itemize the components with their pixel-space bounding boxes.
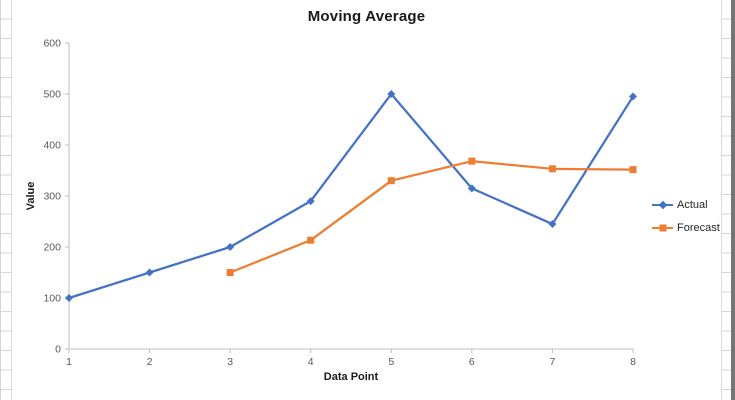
square-marker-icon: [659, 224, 666, 231]
forecast-data-point-marker[interactable]: [468, 157, 476, 165]
chart-object[interactable]: Moving Average 0 100 200 300 400 500 600 1 2 3 4 5 6…: [11, 0, 722, 400]
diamond-marker-icon: [658, 200, 667, 209]
x-axis-tick-label: 7: [550, 356, 556, 368]
actual-series-line[interactable]: [67, 92, 635, 300]
forecast-data-point-marker[interactable]: [548, 165, 556, 173]
spreadsheet-cells-left[interactable]: [0, 0, 11, 400]
actual-data-point-marker[interactable]: [226, 243, 235, 251]
y-axis-tick-label: 300: [43, 191, 61, 203]
x-axis-title[interactable]: Data Point: [323, 371, 379, 383]
y-axis-tick-label: 100: [43, 293, 61, 305]
actual-data-point-marker[interactable]: [65, 294, 73, 302]
y-axis-tick-label: 500: [43, 89, 61, 101]
legend-item-actual[interactable]: Actual: [652, 198, 720, 211]
y-axis-tick-label: 400: [43, 140, 61, 152]
forecast-data-point-marker[interactable]: [387, 177, 395, 185]
actual-data-point-marker[interactable]: [306, 197, 315, 206]
x-axis-tick-label: 6: [469, 356, 475, 368]
x-axis-tick-label: 4: [308, 356, 314, 368]
x-axis-tick-label: 8: [630, 356, 636, 368]
forecast-series-swatch: [652, 224, 673, 231]
legend-label-actual: Actual: [677, 198, 708, 211]
x-axis-tick-label: 2: [147, 356, 153, 368]
actual-series-swatch: [652, 200, 673, 209]
window-edge: [731, 0, 735, 400]
x-axis-tick-label: 5: [388, 356, 394, 368]
forecast-data-point-marker[interactable]: [629, 166, 637, 174]
actual-data-point-marker[interactable]: [548, 220, 557, 229]
y-axis-title[interactable]: Value: [25, 181, 37, 211]
plot-area[interactable]: 0 100 200 300 400 500 600 1 2 3 4 5 6 7 8: [12, 0, 723, 400]
actual-data-point-marker[interactable]: [387, 90, 396, 98]
y-axis-tick-label: 600: [43, 38, 61, 50]
legend-label-forecast: Forecast: [677, 221, 720, 234]
x-axis-tick-label: 1: [66, 356, 72, 368]
chart-title[interactable]: Moving Average: [307, 8, 426, 25]
legend-item-forecast[interactable]: Forecast: [652, 221, 720, 234]
forecast-series-line[interactable]: [229, 160, 635, 274]
x-axis-tick-label: 3: [227, 356, 233, 368]
y-axis-tick-label: 200: [43, 242, 61, 254]
chart-legend[interactable]: Actual Forecast: [652, 198, 720, 234]
actual-data-point-marker[interactable]: [467, 184, 476, 193]
forecast-data-point-marker[interactable]: [226, 269, 234, 276]
y-axis-tick-label: 0: [55, 344, 61, 356]
spreadsheet-cells-right[interactable]: [722, 0, 731, 400]
forecast-data-point-marker[interactable]: [307, 236, 315, 244]
actual-data-point-marker[interactable]: [629, 92, 637, 101]
actual-data-point-marker[interactable]: [145, 268, 154, 277]
